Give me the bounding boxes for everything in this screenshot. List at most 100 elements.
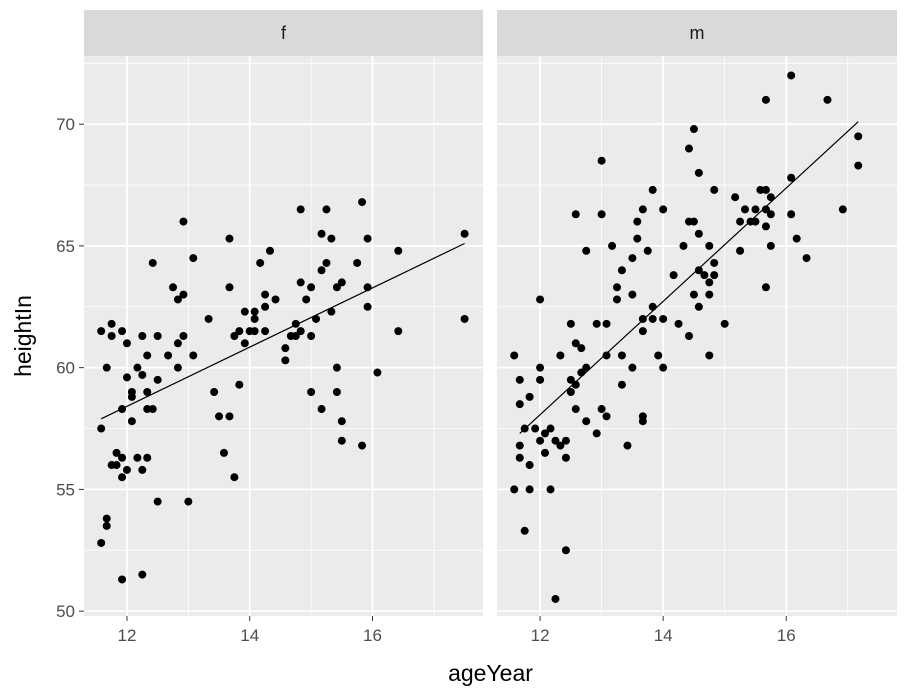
data-point	[102, 514, 111, 523]
data-point	[787, 210, 796, 219]
data-point	[787, 71, 796, 80]
data-point	[179, 217, 188, 226]
data-point	[250, 314, 259, 323]
data-point	[138, 570, 147, 579]
data-point	[261, 290, 270, 299]
data-point	[143, 453, 152, 462]
data-point	[143, 388, 152, 396]
data-point	[546, 424, 555, 433]
data-point	[705, 290, 714, 299]
data-point	[97, 327, 106, 336]
data-point	[296, 327, 305, 336]
data-point	[551, 436, 560, 445]
data-point	[102, 363, 111, 372]
data-point	[515, 453, 524, 462]
data-point	[638, 417, 647, 426]
data-point	[332, 388, 341, 396]
data-point	[332, 363, 341, 372]
data-point	[710, 271, 719, 280]
data-point	[112, 461, 121, 470]
data-point	[571, 210, 580, 219]
data-point	[689, 217, 698, 226]
data-point	[97, 424, 106, 433]
data-point	[122, 465, 131, 474]
data-point	[731, 193, 740, 202]
data-point	[133, 453, 142, 462]
data-point	[643, 246, 652, 255]
data-point	[327, 307, 336, 316]
data-point	[173, 363, 182, 372]
data-point	[566, 388, 575, 396]
data-point	[179, 332, 188, 340]
data-point	[520, 526, 529, 535]
data-point	[107, 319, 116, 328]
data-point	[296, 278, 305, 287]
data-point	[685, 144, 693, 153]
data-point	[118, 327, 127, 336]
data-point	[173, 295, 182, 304]
data-point	[571, 339, 580, 348]
x-tick-label: 12	[531, 626, 550, 645]
data-point	[761, 283, 770, 292]
data-point	[638, 327, 647, 336]
data-point	[766, 210, 775, 219]
data-point	[307, 332, 316, 340]
data-point	[705, 241, 714, 250]
data-point	[766, 193, 775, 202]
data-point	[608, 241, 617, 250]
data-point	[394, 327, 403, 336]
data-point	[265, 246, 274, 255]
data-point	[525, 461, 534, 470]
data-point	[235, 380, 244, 389]
data-point	[561, 436, 570, 445]
data-point	[659, 314, 668, 323]
data-point	[582, 246, 591, 255]
y-tick-label: 60	[56, 359, 75, 378]
data-point	[561, 546, 570, 555]
facet-strip-label: m	[690, 23, 705, 43]
data-point	[628, 254, 637, 263]
data-point	[536, 295, 545, 304]
data-point	[358, 441, 367, 450]
data-point	[281, 356, 290, 365]
data-point	[694, 229, 703, 238]
data-point	[751, 217, 760, 226]
facet-strip-label: f	[281, 23, 287, 43]
x-tick-label: 16	[363, 626, 382, 645]
data-point	[327, 234, 336, 243]
data-point	[736, 246, 745, 255]
data-point	[525, 392, 534, 401]
facet-panel-f: f 12 14 16 50 55 60 65 70	[56, 10, 483, 645]
data-point	[230, 473, 239, 482]
data-point	[531, 424, 540, 433]
data-point	[602, 412, 611, 421]
data-point	[337, 417, 346, 426]
data-point	[138, 332, 147, 340]
data-point	[281, 344, 290, 353]
data-point	[189, 254, 198, 263]
data-point	[854, 132, 863, 141]
data-point	[546, 485, 555, 494]
data-point	[138, 465, 147, 474]
data-point	[143, 405, 152, 414]
data-point	[184, 497, 193, 506]
data-point	[460, 229, 469, 238]
data-point	[515, 400, 524, 409]
data-point	[689, 290, 698, 299]
data-point	[802, 254, 811, 263]
data-point	[210, 388, 219, 396]
data-point	[510, 485, 519, 494]
data-point	[592, 429, 601, 438]
data-point	[623, 441, 632, 450]
data-point	[337, 436, 346, 445]
data-point	[536, 363, 545, 372]
data-point	[307, 283, 316, 292]
data-point	[659, 205, 668, 214]
data-point	[633, 234, 642, 243]
data-point	[153, 375, 162, 384]
data-point	[838, 205, 847, 214]
data-point	[602, 319, 611, 328]
panel-background	[84, 56, 483, 616]
data-point	[394, 246, 403, 255]
data-point	[648, 314, 657, 323]
